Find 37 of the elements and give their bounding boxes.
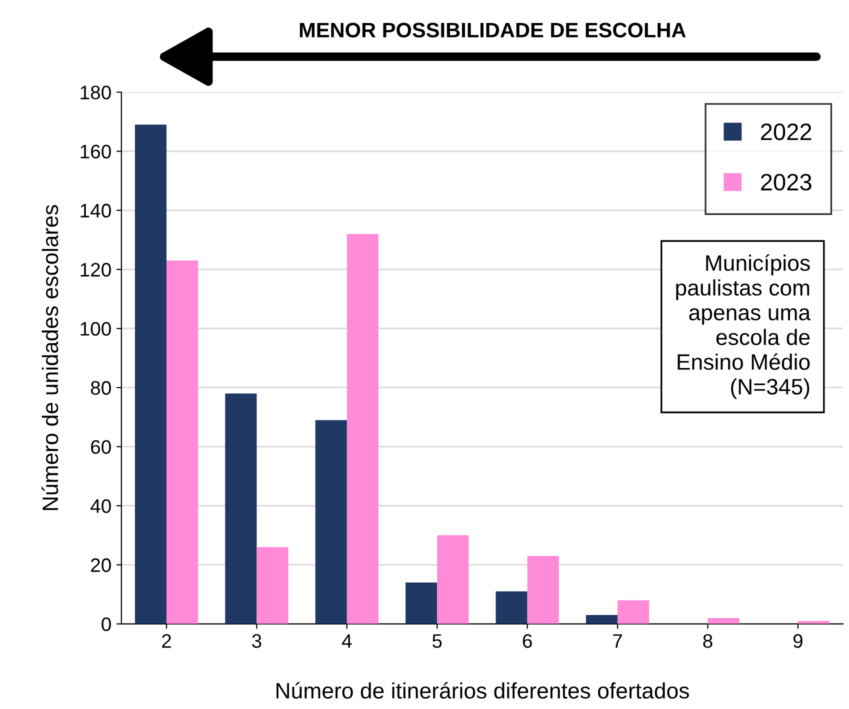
bar [618,600,650,624]
bar [496,591,528,624]
x-tick-label: 8 [703,634,712,648]
y-tick-label: 160 [80,144,111,158]
bar [437,535,469,624]
bar [225,393,257,624]
legend-label: 2023 [761,174,812,191]
y-axis-title: Número de unidades escolares [42,205,58,510]
x-tick-label: 9 [793,634,802,648]
x-tick-label: 4 [342,634,352,648]
y-tick-label: 60 [91,440,111,454]
legend-label: 2022 [761,123,812,140]
bar [346,234,378,624]
x-tick-label: 5 [432,634,442,648]
bar [134,124,167,624]
y-tick-label: 0 [102,617,111,632]
bar [586,615,618,624]
y-tick-label: 20 [91,558,111,572]
bar [527,556,559,624]
bar [315,420,347,624]
y-tick-label: 80 [90,381,111,395]
y-tick-label: 120 [80,262,111,277]
annotation: Municípios paulistas com apenas uma escola de Ensino Médio (N=345) [676,254,811,400]
x-tick-label: 2 [162,634,171,648]
bar [166,260,198,624]
y-tick-label: 100 [80,322,111,336]
x-axis-title: Número de itinerários diferentes ofertados [276,682,689,699]
x-tick-label: 3 [252,634,262,648]
y-tick-label: 40 [90,499,111,513]
bar [406,582,438,624]
bar [708,618,740,624]
bar [256,547,288,624]
x-tick-label: 7 [613,634,622,648]
y-tick-label: 140 [80,204,111,218]
text: MENOR POSSIBILIDADE DE ESCOLHA [300,22,686,38]
y-tick-label: 180 [80,86,111,100]
x-tick-label: 6 [522,634,532,648]
